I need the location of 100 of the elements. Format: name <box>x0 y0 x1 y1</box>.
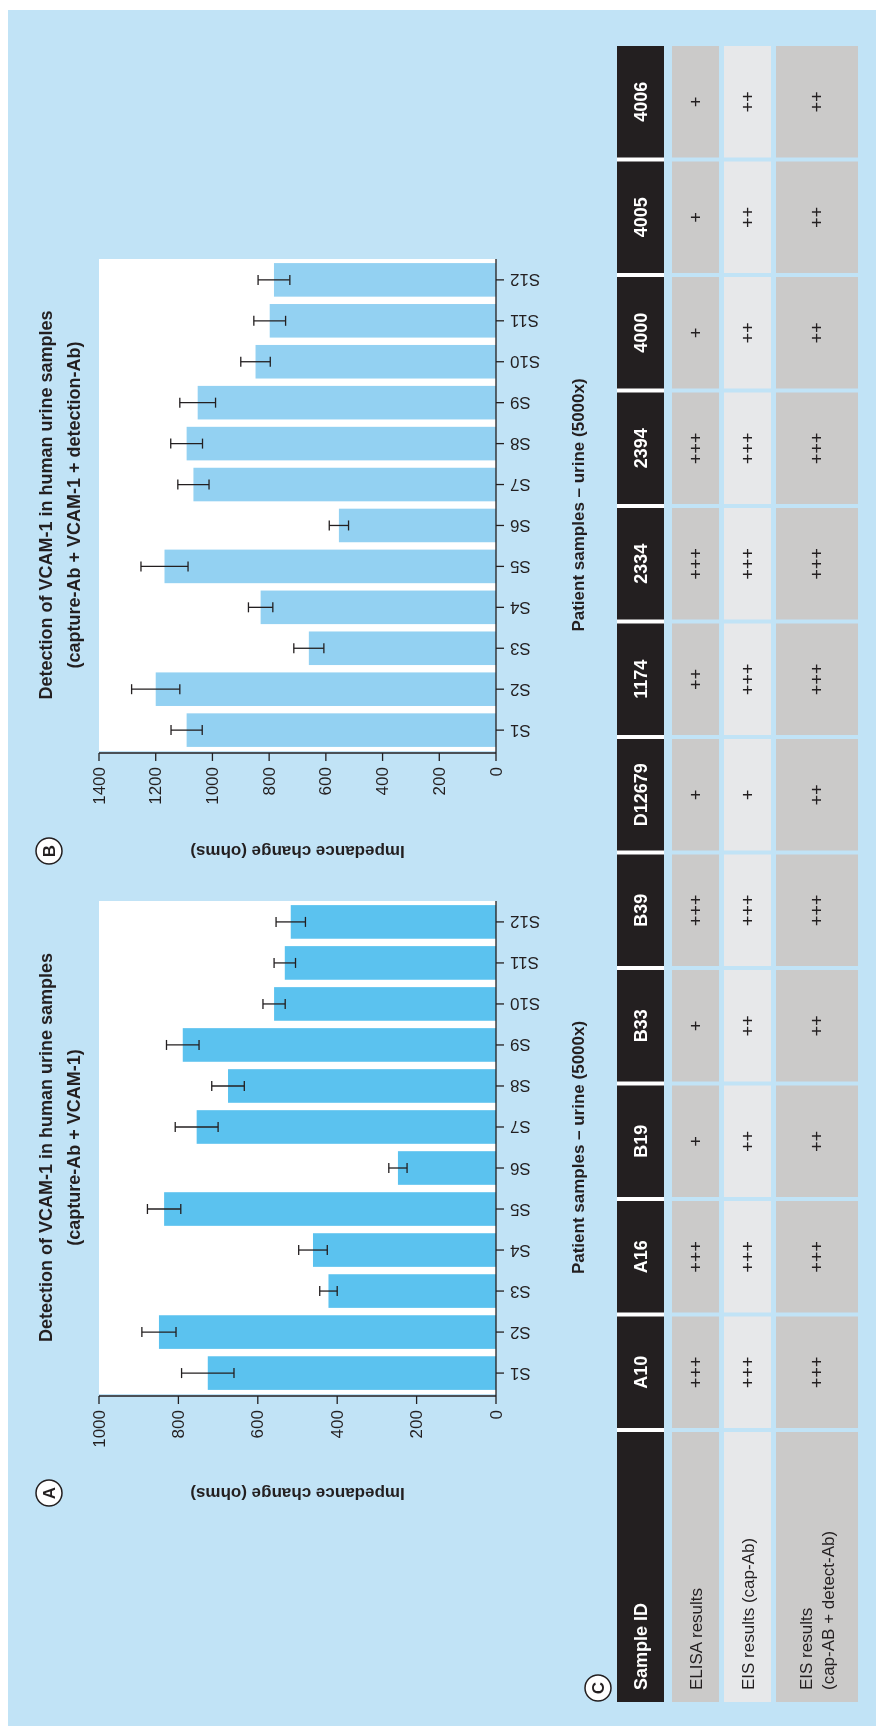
text: +++ <box>685 547 706 580</box>
bar <box>186 426 496 461</box>
x-tick-label: 400 <box>327 1410 347 1439</box>
text: +++ <box>807 1356 827 1389</box>
category-label: B33 <box>630 1009 651 1043</box>
bar <box>312 1233 496 1267</box>
y-tick-label: S4 <box>510 597 531 617</box>
x-tick-label: 800 <box>168 1410 188 1439</box>
text: C <box>588 1681 608 1695</box>
bar <box>193 467 496 502</box>
y-axis-title: Patient samples – urine (5000x) <box>568 1020 588 1275</box>
x-tick-label: 600 <box>316 767 336 796</box>
bar <box>158 1315 496 1349</box>
text: ++ <box>807 1130 827 1152</box>
text: + <box>737 789 758 801</box>
text: ++ <box>807 91 827 113</box>
y-tick-label: S7 <box>510 1117 531 1137</box>
text: +++ <box>685 894 706 927</box>
text: +++ <box>737 1356 758 1389</box>
category-label: EIS results (cap-Ab) <box>738 1537 757 1690</box>
x-tick-label: 800 <box>259 767 279 796</box>
text: +++ <box>685 1356 706 1389</box>
x-tick-label: 600 <box>248 1410 268 1439</box>
y-tick-label: S10 <box>510 352 541 372</box>
y-tick-label: S6 <box>510 515 531 535</box>
category-label: 2334 <box>630 543 651 584</box>
y-tick-label: S7 <box>510 475 531 495</box>
text: +++ <box>737 663 758 696</box>
x-tick-label: 1400 <box>89 767 109 805</box>
text: ++ <box>737 1015 758 1037</box>
x-tick-label: 1200 <box>146 767 166 805</box>
x-tick-label: 200 <box>429 767 449 796</box>
y-tick-label: S1 <box>510 720 531 740</box>
category-label: A10 <box>630 1355 651 1389</box>
bar <box>164 549 496 584</box>
bar <box>290 905 496 939</box>
text: ++ <box>737 206 758 228</box>
bar <box>260 590 496 625</box>
y-tick-label: S12 <box>510 270 541 290</box>
text: ++ <box>737 322 758 344</box>
bar <box>284 946 496 980</box>
x-axis-title: Impedance change (ohms) <box>190 1483 405 1503</box>
category-label: 1174 <box>630 659 651 699</box>
bar <box>196 1110 496 1144</box>
category-label: A16 <box>630 1240 651 1274</box>
y-tick-label: S11 <box>510 311 539 331</box>
y-tick-label: S6 <box>510 1158 531 1178</box>
bar <box>186 713 496 747</box>
bar <box>328 1274 496 1308</box>
category-label: 2394 <box>630 428 651 469</box>
text: +++ <box>737 894 758 927</box>
text: +++ <box>807 432 827 465</box>
bar <box>269 304 496 338</box>
y-tick-label: S1 <box>510 1363 531 1383</box>
bar <box>164 1192 496 1226</box>
text: +++ <box>685 432 706 465</box>
y-tick-label: S5 <box>510 1199 531 1219</box>
y-tick-label: S11 <box>510 953 539 973</box>
text: ++ <box>807 784 827 806</box>
category-label: 4006 <box>630 81 651 122</box>
text: +++ <box>685 1240 706 1273</box>
y-tick-label: S2 <box>510 679 531 699</box>
x-tick-label: 200 <box>407 1410 427 1439</box>
y-tick-label: S9 <box>510 393 531 413</box>
text: +++ <box>807 547 827 580</box>
category-label: 4000 <box>630 312 651 353</box>
text: Detection of VCAM-1 in human urine samples <box>36 310 56 700</box>
text: + <box>685 1020 706 1032</box>
text: (capture-Ab + VCAM-1) <box>64 1049 84 1246</box>
category-label: ELISA results <box>686 1587 705 1690</box>
category-label: B39 <box>630 893 651 927</box>
text: ++ <box>807 206 827 228</box>
text: + <box>685 327 706 339</box>
y-tick-label: S8 <box>510 434 531 454</box>
category-label: B19 <box>630 1124 651 1158</box>
y-tick-label: S12 <box>510 912 541 932</box>
text: +++ <box>807 1240 827 1273</box>
bar <box>308 631 496 666</box>
text: ++ <box>737 91 758 113</box>
y-tick-label: S10 <box>510 994 541 1014</box>
text: +++ <box>807 663 827 696</box>
bar <box>338 508 496 543</box>
text: ++ <box>807 1015 827 1037</box>
text: + <box>685 789 706 801</box>
y-tick-label: S3 <box>510 638 531 658</box>
text: A <box>39 1486 59 1500</box>
text: + <box>685 96 706 108</box>
text: ++ <box>685 668 706 690</box>
x-tick-label: 1000 <box>89 1410 109 1448</box>
bar <box>228 1069 496 1103</box>
x-axis-title: Impedance change (ohms) <box>190 841 405 861</box>
text: +++ <box>737 547 758 580</box>
bar <box>255 344 496 379</box>
text: Detection of VCAM-1 in human urine samples <box>36 952 56 1343</box>
bar <box>274 987 496 1021</box>
bar <box>207 1356 496 1390</box>
text: ++ <box>807 322 827 344</box>
bar <box>182 1028 496 1062</box>
text: +++ <box>737 432 758 465</box>
bar <box>397 1151 496 1185</box>
